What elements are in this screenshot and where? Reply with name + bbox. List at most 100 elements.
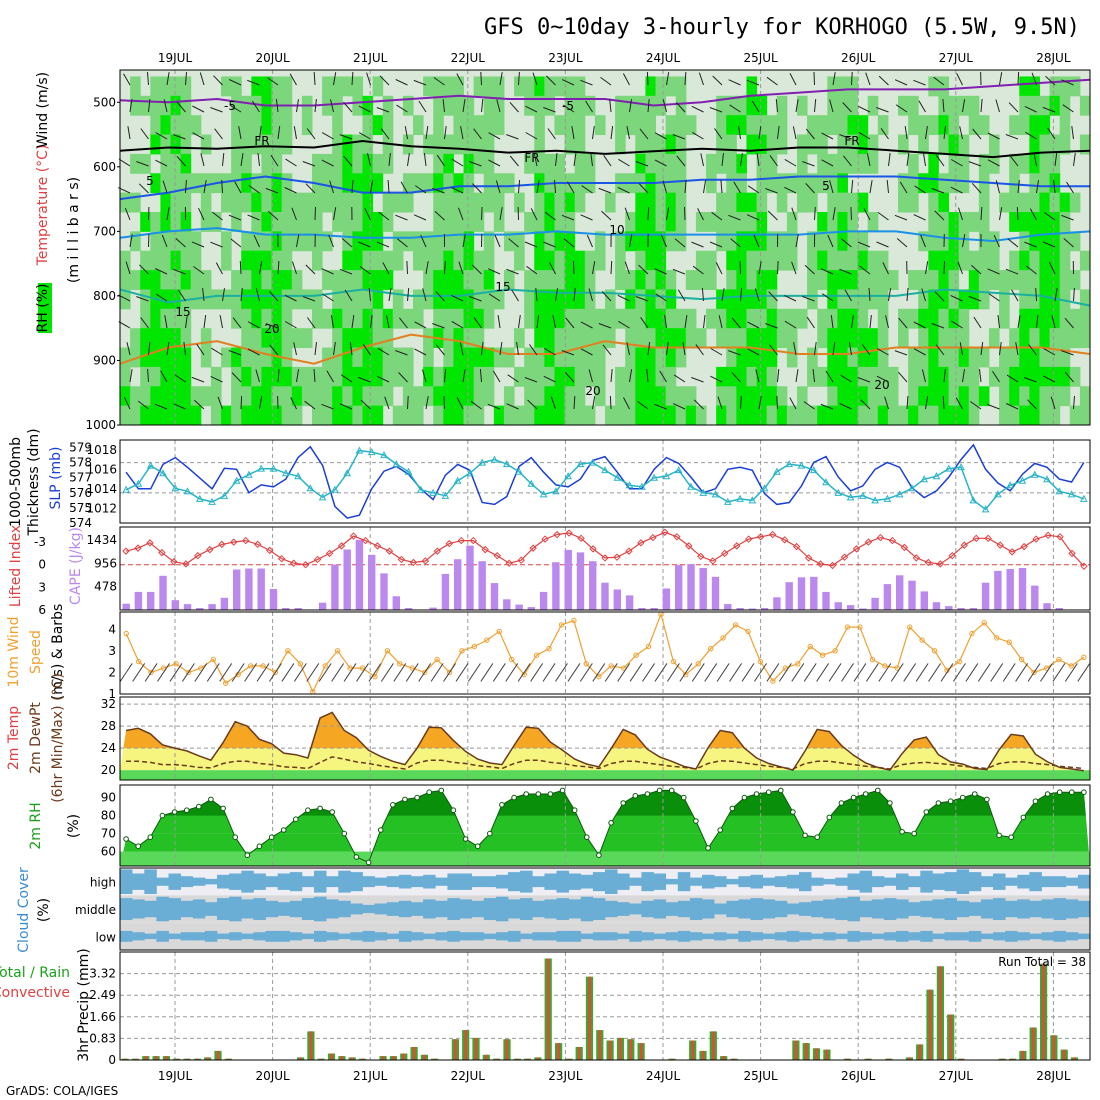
lifted-index-point [840,553,849,561]
rh-cell [433,153,444,174]
rh-cell [645,134,657,155]
rh-cell [534,347,545,368]
lifted-index-point [661,528,669,536]
wind-barb [580,214,593,221]
rh-cell [766,386,778,407]
cloud-cell-low [277,930,291,942]
cloud-cell-middle [556,898,569,920]
rh-cell [180,250,192,271]
wind-barb [586,234,593,248]
rh-cell [837,192,848,213]
rh-cell [1019,405,1030,426]
cloud-cell-low [1017,932,1030,941]
lifted-index-point [230,538,238,546]
cloud-cell-middle [944,898,957,920]
rh-cell [665,173,677,194]
rh-point [280,827,287,833]
wind-barb [398,372,408,383]
wind-barb [333,72,337,86]
cape-bar [539,591,548,610]
rh-cell [564,76,576,97]
wind-barb [544,211,556,221]
rh-cell [221,192,232,213]
rh-cell [453,270,465,290]
wind-barb [672,134,686,140]
wind-barb-10m [542,663,556,682]
rh-cell [554,347,566,368]
cloud-cell-low [253,932,266,941]
wind-barb [138,183,149,194]
wind-barb [682,342,686,356]
convective-bar [701,1050,705,1060]
lifted-index-point [792,542,801,551]
rh-point [753,791,760,797]
top-date-label: 24JUL [646,51,681,65]
convective-bar [639,1043,643,1060]
rh-point [790,809,796,815]
wind-barb-10m [405,663,419,682]
rh-cell [301,212,313,232]
wind-barb [154,268,168,275]
wind-barb [377,347,390,356]
rh-cell [1019,347,1030,368]
rh-cell [342,250,353,271]
rh-cell [483,308,495,329]
rh-cell [402,192,414,213]
rh-cell [615,405,626,426]
rh-cell [311,192,323,213]
rh-cell [1059,250,1071,271]
wind-barb [832,207,836,221]
rh-point [462,836,469,842]
rh-cell [322,231,333,252]
wind-barb [942,395,945,410]
wind-barb [791,207,797,221]
cloud-cell-high [483,876,497,888]
rh-cell [645,231,657,252]
wind-barb [609,395,612,410]
rh-cell [695,270,707,290]
cloud-cell-high [568,873,582,890]
wind-barb [802,161,815,167]
wind-tick: 2 [108,665,116,679]
cloud-cell-middle [398,900,412,918]
convective-bar [722,1056,725,1060]
wind-barb [492,370,501,383]
rh-cell [160,134,172,155]
rh-cell [423,347,434,368]
wind-barb [459,342,464,356]
rh-cell [635,231,646,252]
wind-barb [328,234,334,248]
rh-cell [473,212,485,232]
rh-cell [1039,95,1051,116]
cloud-cell-middle [459,899,472,919]
rh-cell [1049,347,1061,368]
wind-barb [851,71,853,86]
rh-cell [817,115,828,136]
cloud-cell-low [568,930,582,942]
wind-barb [277,368,280,383]
rh-cell [675,115,687,136]
wind-barb [869,315,872,329]
wind-barb [1035,287,1037,302]
wind-barb [958,207,963,221]
rh-cell [776,95,788,116]
cloud-cell-low [1005,930,1018,942]
cloud-cell-middle [277,902,291,916]
rh-cell [332,328,343,349]
thickness-point [404,467,413,475]
rh-cell [928,386,939,407]
wind-barb [1042,106,1056,113]
cloud-cell-middle [823,899,836,919]
wind-barb [804,264,815,275]
isotherm-5 [119,175,1090,201]
rh-cell [594,328,606,349]
rh-point [341,830,348,837]
panel-frame [119,867,1091,951]
wind-barb [524,377,538,383]
rh-cell [190,270,202,290]
rh-cell [190,386,202,407]
thickness-point [552,487,560,495]
wind-speed-point [1081,654,1087,660]
cape-bar [429,607,437,610]
rh-cell [796,95,808,116]
